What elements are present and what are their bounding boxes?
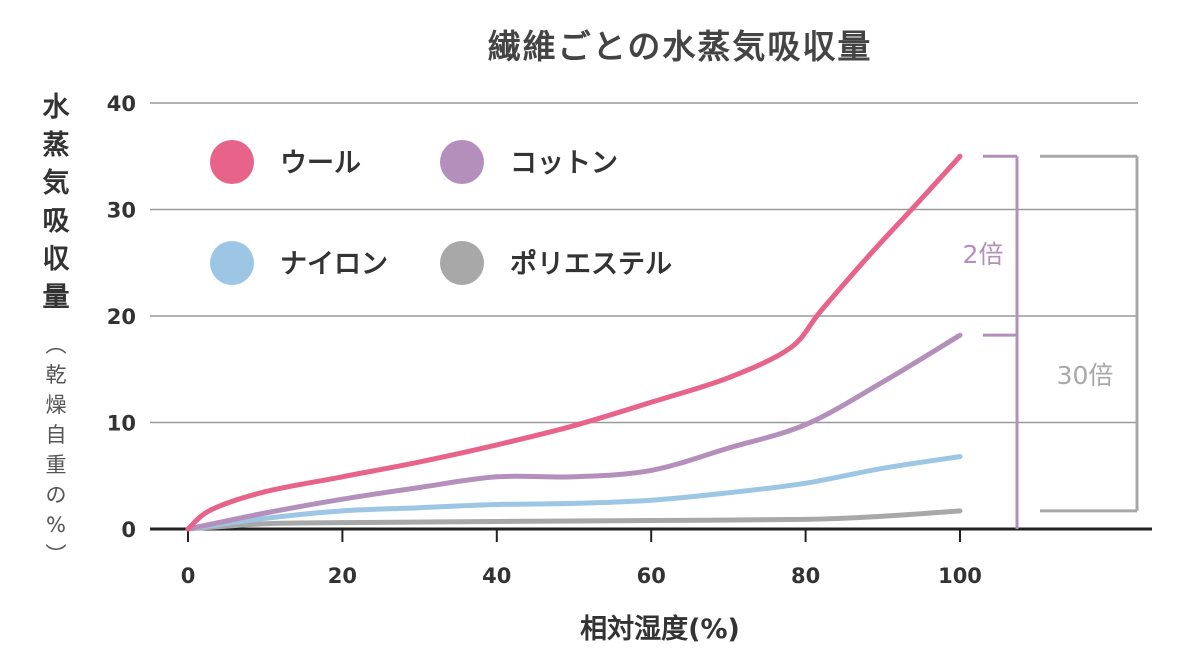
y-axis-label-main: 水蒸気吸収量 bbox=[43, 92, 71, 313]
series-line-1 bbox=[185, 332, 963, 532]
series-line-3 bbox=[185, 508, 963, 532]
annotation-label-1: 30倍 bbox=[1057, 361, 1114, 390]
series-line-0 bbox=[185, 153, 963, 532]
y-tick-label: 20 bbox=[107, 305, 136, 329]
x-tick-label: 80 bbox=[791, 564, 820, 588]
legend-label-3: ポリエステル bbox=[510, 249, 672, 280]
legend-swatch-2 bbox=[210, 241, 254, 285]
legend-label-1: コットン bbox=[510, 148, 618, 179]
x-tick-label: 0 bbox=[181, 564, 196, 588]
y-tick-label: 40 bbox=[107, 92, 136, 116]
legend-swatch-1 bbox=[440, 140, 484, 184]
x-tick-label: 20 bbox=[328, 564, 357, 588]
y-axis-label-sub: ︵乾燥自重の% ︶ bbox=[46, 333, 67, 567]
legend-swatch-3 bbox=[440, 241, 484, 285]
annotations: 2倍 30倍 bbox=[963, 154, 1139, 529]
series-lines bbox=[185, 153, 963, 532]
y-tick-label: 10 bbox=[107, 412, 136, 436]
axes: 0 10 20 30 40 0 20 40 60 80 100 bbox=[107, 92, 1152, 588]
annotation-label-0: 2倍 bbox=[963, 240, 1004, 269]
x-tick-label: 40 bbox=[482, 564, 511, 588]
legend-swatch-0 bbox=[210, 140, 254, 184]
x-axis-label: 相対湿度(%) bbox=[580, 613, 740, 645]
legend-label-0: ウール bbox=[280, 148, 361, 179]
legend-label-2: ナイロン bbox=[280, 249, 388, 280]
grid bbox=[150, 102, 1138, 424]
series-line-2 bbox=[185, 454, 963, 532]
x-tick-label: 60 bbox=[637, 564, 666, 588]
x-tick-label: 100 bbox=[938, 564, 982, 588]
y-tick-label: 30 bbox=[107, 199, 136, 223]
chart-title: 繊維ごとの水蒸気吸収量 bbox=[488, 27, 873, 66]
y-axis-label: 水蒸気吸収量 ︵乾燥自重の% ︶ bbox=[43, 92, 71, 567]
y-tick-label: 0 bbox=[121, 518, 136, 542]
